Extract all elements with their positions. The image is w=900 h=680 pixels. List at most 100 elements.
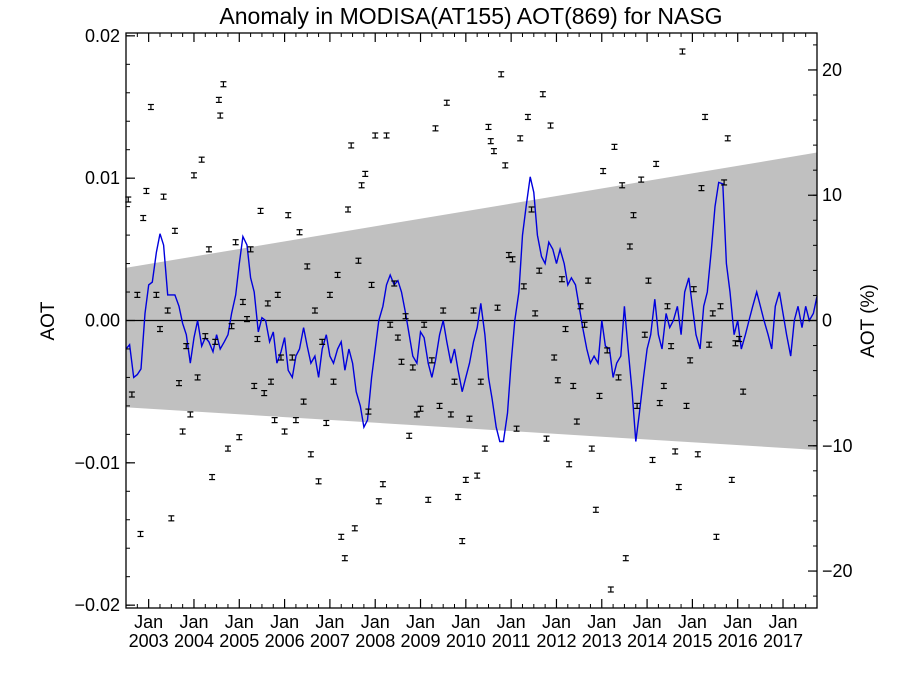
x-tick-year-label: 2003 bbox=[129, 631, 169, 651]
error-bar-point bbox=[509, 256, 516, 263]
right-tick-label: −20 bbox=[822, 561, 853, 581]
tick-labels-layer: −0.02−0.010.000.010.02−20−1001020Jan2003… bbox=[74, 26, 852, 651]
x-tick-month-label: Jan bbox=[542, 612, 571, 632]
error-bar-point bbox=[490, 148, 497, 155]
error-bar-point bbox=[459, 538, 466, 545]
x-tick-month-label: Jan bbox=[361, 612, 390, 632]
error-bar-point bbox=[706, 341, 713, 348]
error-bar-points-layer bbox=[125, 48, 747, 593]
error-bar-point bbox=[656, 399, 663, 407]
error-bar-point bbox=[421, 321, 428, 328]
error-bar-point bbox=[202, 333, 209, 340]
error-bar-point bbox=[247, 246, 254, 253]
error-bar-point bbox=[517, 135, 524, 142]
left-tick-label: 0.02 bbox=[85, 26, 120, 46]
right-tick-label: −10 bbox=[822, 436, 853, 456]
chart-title: Anomaly in MODISA(AT155) AOT(869) for NA… bbox=[219, 3, 722, 29]
x-tick-year-label: 2008 bbox=[355, 631, 395, 651]
error-bar-point bbox=[156, 325, 163, 333]
error-bar-point bbox=[487, 138, 494, 145]
error-bar-point bbox=[543, 435, 550, 442]
error-bar-point bbox=[505, 251, 512, 259]
error-bar-point bbox=[236, 434, 243, 441]
x-tick-month-label: Jan bbox=[315, 612, 344, 632]
left-tick-label: −0.02 bbox=[74, 595, 120, 615]
x-tick-year-label: 2013 bbox=[582, 631, 622, 651]
error-bar-point bbox=[254, 335, 261, 343]
error-bar-point bbox=[740, 388, 747, 395]
error-bar-point bbox=[271, 417, 278, 424]
left-tick-label: −0.01 bbox=[74, 453, 120, 473]
error-bar-point bbox=[375, 498, 382, 505]
error-bar-point bbox=[176, 380, 183, 387]
error-bar-point bbox=[604, 347, 611, 354]
error-bar-point bbox=[607, 586, 614, 593]
error-bar-point bbox=[372, 132, 379, 139]
error-bar-point bbox=[368, 281, 375, 289]
error-bar-point bbox=[387, 321, 394, 328]
error-bar-point bbox=[447, 411, 454, 418]
error-bar-point bbox=[622, 555, 629, 562]
error-bar-point bbox=[428, 357, 435, 364]
error-bar-point bbox=[694, 451, 701, 458]
error-bar-point bbox=[532, 310, 539, 317]
error-bar-point bbox=[668, 343, 675, 350]
error-bar-point bbox=[267, 378, 274, 385]
error-bar-point bbox=[477, 378, 484, 385]
left-tick-label: 0.00 bbox=[85, 311, 120, 331]
x-tick-month-label: Jan bbox=[769, 612, 798, 632]
error-bar-point bbox=[732, 340, 739, 347]
x-tick-year-label: 2017 bbox=[763, 631, 803, 651]
error-bar-point bbox=[277, 354, 284, 361]
error-bar-point bbox=[539, 91, 546, 98]
error-bar-point bbox=[672, 448, 679, 455]
x-tick-month-label: Jan bbox=[497, 612, 526, 632]
error-bar-point bbox=[402, 313, 409, 320]
error-bar-point bbox=[264, 300, 271, 307]
error-bar-point bbox=[675, 483, 682, 491]
error-bar-point bbox=[409, 364, 416, 371]
error-bar-point bbox=[351, 525, 358, 532]
error-bar-point bbox=[391, 280, 398, 287]
error-bar-point bbox=[334, 271, 341, 279]
error-bar-point bbox=[164, 307, 171, 314]
error-bar-point bbox=[566, 461, 573, 468]
error-bar-point bbox=[498, 71, 505, 78]
error-bar-point bbox=[638, 176, 645, 183]
right-tick-label: 20 bbox=[822, 60, 842, 80]
error-bar-point bbox=[630, 212, 637, 219]
error-bar-point bbox=[709, 310, 716, 317]
error-bar-point bbox=[355, 257, 362, 264]
error-bar-point bbox=[307, 451, 314, 458]
error-bar-point bbox=[137, 530, 144, 538]
error-bar-point bbox=[243, 315, 250, 323]
error-bar-point bbox=[470, 307, 477, 314]
error-bar-point bbox=[251, 382, 258, 390]
error-bar-point bbox=[153, 291, 160, 298]
error-bar-point bbox=[466, 415, 473, 422]
error-bar-point bbox=[398, 358, 405, 365]
error-bar-point bbox=[664, 303, 671, 310]
error-bar-point bbox=[432, 125, 439, 132]
error-bar-point bbox=[615, 374, 622, 381]
x-tick-month-label: Jan bbox=[678, 612, 707, 632]
error-bar-point bbox=[554, 377, 561, 384]
left-tick-label: 0.01 bbox=[85, 168, 120, 188]
error-bar-point bbox=[728, 476, 735, 484]
error-bar-point bbox=[600, 167, 607, 175]
error-bar-point bbox=[187, 411, 194, 418]
error-bar-point bbox=[641, 331, 648, 338]
error-bar-point bbox=[194, 374, 201, 381]
x-tick-month-label: Jan bbox=[406, 612, 435, 632]
error-bar-point bbox=[212, 338, 219, 345]
error-bar-point bbox=[558, 276, 565, 283]
error-bar-point bbox=[494, 304, 501, 311]
error-bar-point bbox=[147, 103, 154, 111]
error-bar-point bbox=[220, 81, 227, 88]
error-bar-point bbox=[619, 182, 626, 189]
smoothed-series-line bbox=[125, 176, 818, 443]
error-bar-point bbox=[417, 405, 424, 412]
error-bar-point bbox=[577, 303, 584, 310]
